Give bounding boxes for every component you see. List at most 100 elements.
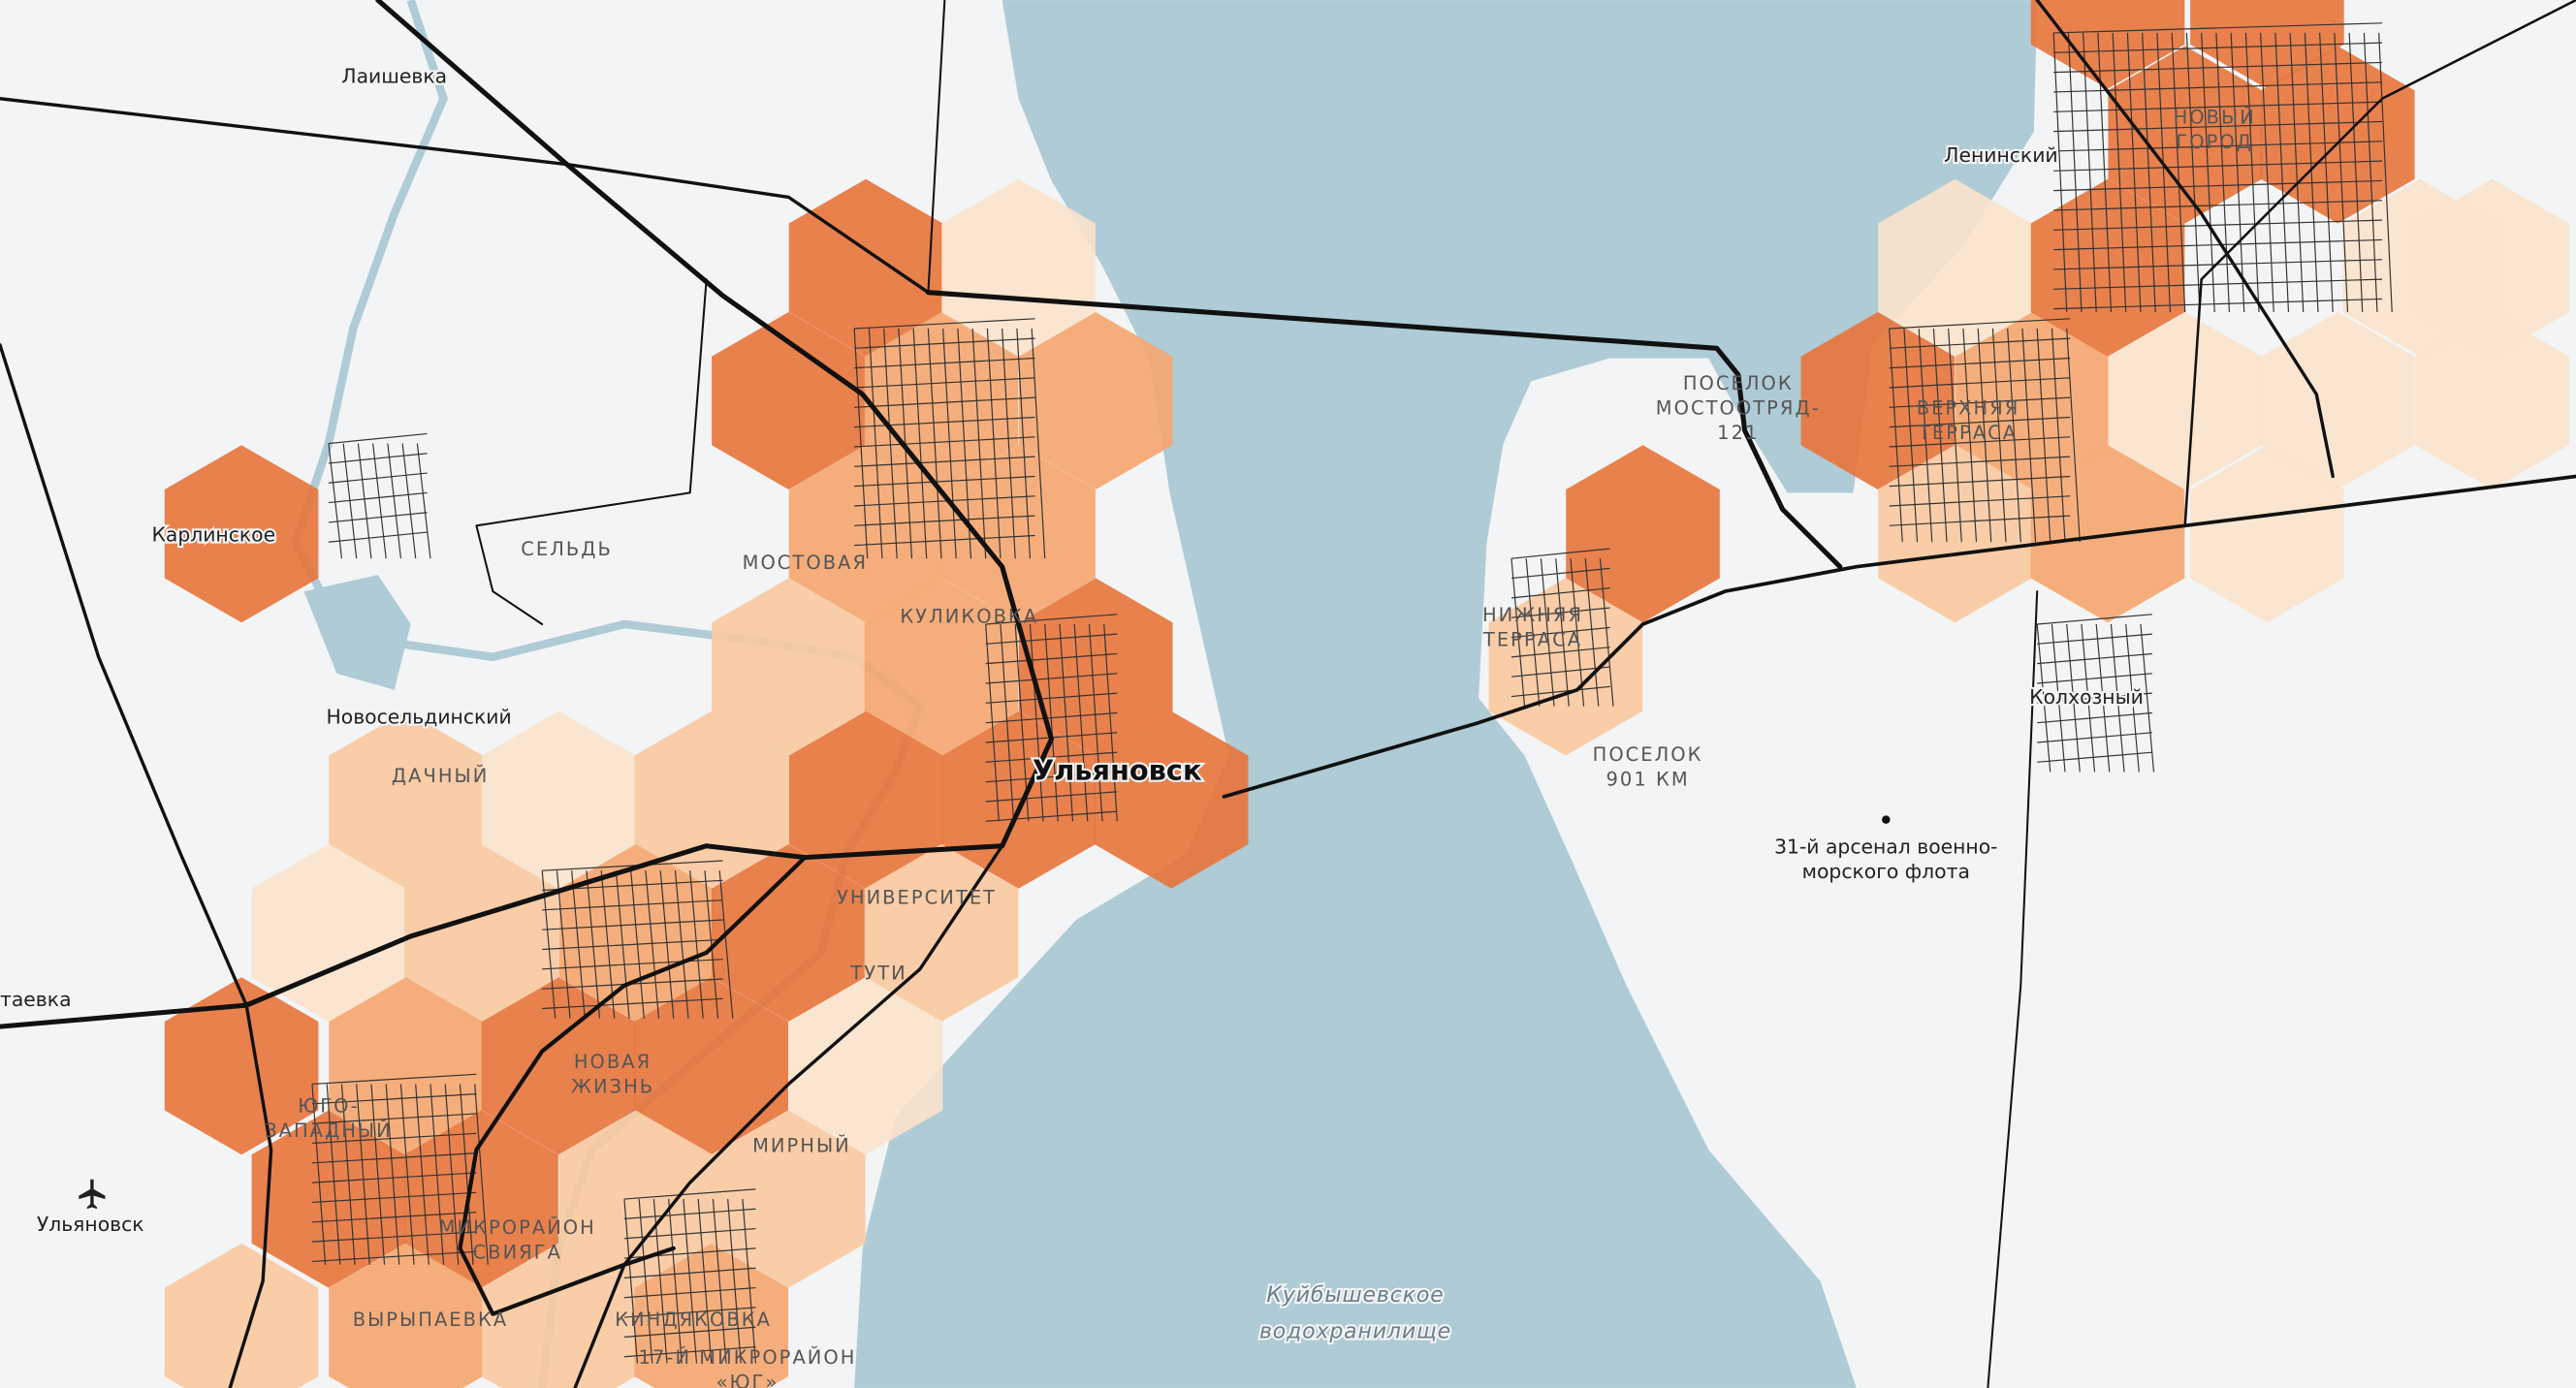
street: [2037, 614, 2152, 625]
street: [985, 751, 1118, 763]
place-label: УНИВЕРСИТЕТ: [837, 886, 997, 908]
place-label: НИЖНЯЯ: [1482, 604, 1583, 626]
street: [571, 870, 586, 1019]
street: [623, 1188, 756, 1200]
street: [1103, 623, 1118, 822]
street: [1889, 396, 2071, 408]
hex-cell: [941, 445, 1096, 623]
street: [854, 495, 1035, 507]
street: [704, 870, 719, 1019]
place-label: ПОСЕЛОК: [1593, 743, 1703, 766]
hex-cell: [1878, 178, 2032, 357]
place-label: КУЛИКОВКА: [900, 606, 1038, 628]
lake: [303, 575, 411, 690]
hex-cell: [329, 977, 483, 1155]
street: [1889, 495, 2071, 507]
street: [311, 1250, 477, 1263]
street: [356, 1084, 370, 1265]
street: [2304, 32, 2319, 313]
street: [1525, 558, 1541, 707]
place-label: МОСТОВАЯ: [743, 552, 868, 574]
street: [586, 870, 601, 1019]
street: [372, 443, 387, 559]
street: [742, 1199, 757, 1364]
street: [2037, 633, 2152, 645]
place-label: ТЕРРАСА: [1482, 628, 1582, 650]
street: [1044, 623, 1059, 822]
street: [326, 1084, 341, 1265]
street: [854, 436, 1035, 448]
street: [556, 870, 571, 1019]
street: [542, 860, 723, 871]
labels: Лаишевка Карлинское СЕЛЬДЬ МОСТОВАЯ КУЛИКОВК…: [0, 63, 2256, 1388]
place-label: ГОРОД: [2176, 131, 2253, 153]
street: [2053, 238, 2383, 251]
street: [2244, 32, 2260, 313]
street: [985, 673, 1118, 684]
hex-cell: [1018, 578, 1173, 756]
hex-cell: [1878, 445, 2032, 623]
street: [1511, 626, 1610, 639]
street: [1511, 607, 1610, 618]
street: [623, 1326, 756, 1338]
hex-cell: [164, 445, 319, 623]
street: [1889, 515, 2071, 526]
street: [387, 443, 402, 559]
highway: [2183, 0, 2576, 527]
street: [854, 396, 1035, 408]
place-label: ЖИЗНЬ: [571, 1075, 654, 1097]
street: [1889, 337, 2071, 349]
place-label: НОВЫЙ: [2174, 107, 2256, 129]
street: [985, 810, 1118, 822]
hex-cell: [481, 977, 636, 1155]
street: [311, 1152, 477, 1164]
street: [1977, 328, 1992, 543]
hex-cell: [634, 710, 789, 889]
street: [474, 1084, 489, 1265]
street: [854, 357, 1035, 369]
hex-cell: [2415, 312, 2569, 490]
street: [854, 318, 1035, 330]
street: [718, 870, 734, 1019]
street: [1016, 328, 1032, 559]
street: [985, 633, 1118, 645]
street: [1889, 436, 2071, 448]
street: [971, 328, 987, 559]
place-label: Колхозный: [2029, 685, 2144, 709]
hex-cell: [634, 977, 789, 1155]
hex-cell: [164, 977, 319, 1155]
street: [1889, 318, 2071, 330]
street: [986, 328, 1002, 559]
street: [2201, 32, 2215, 313]
street: [311, 1113, 477, 1124]
hex-cell: [712, 1110, 866, 1288]
place-label: ТЕРРАСА: [1918, 422, 2018, 444]
street: [854, 456, 1035, 467]
street: [1889, 475, 2071, 488]
street: [2053, 160, 2383, 172]
street: [542, 919, 723, 931]
place-label: ТУТИ: [849, 962, 906, 984]
place-label: ДАЧНЫЙ: [392, 765, 489, 787]
hex-cell: [251, 844, 406, 1023]
highway: [0, 343, 273, 1388]
street: [328, 453, 428, 464]
street: [2066, 623, 2081, 773]
street: [429, 1084, 445, 1265]
hex-cell: [712, 844, 866, 1023]
street: [623, 1286, 756, 1299]
street: [854, 377, 1035, 389]
street: [1511, 647, 1610, 658]
street: [328, 472, 428, 484]
place-label: Новосельдинский: [326, 706, 511, 729]
street: [957, 328, 972, 559]
street: [2126, 32, 2142, 313]
street: [311, 1191, 477, 1204]
place-label: ВЫРЫПАЕВКА: [353, 1309, 509, 1331]
street: [542, 997, 723, 1010]
street: [854, 416, 1035, 428]
street: [854, 534, 1035, 547]
street: [1599, 558, 1614, 707]
street: [1889, 456, 2071, 467]
hex-cell: [2190, 445, 2344, 623]
